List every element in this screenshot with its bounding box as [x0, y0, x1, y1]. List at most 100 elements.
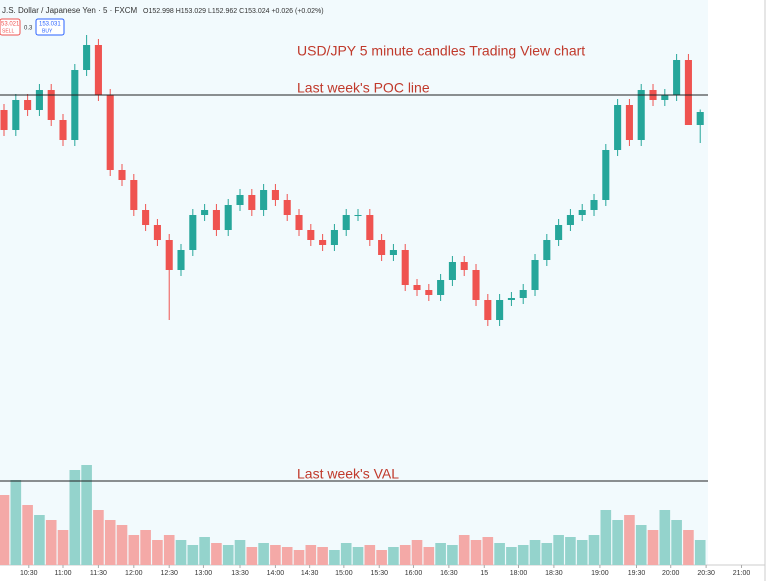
candle-body	[555, 225, 563, 240]
x-tick-label: 15:30	[370, 570, 388, 577]
volume-bar	[458, 535, 470, 565]
volume-bar	[683, 530, 694, 565]
level-label: Last week's POC line	[297, 80, 430, 96]
ohlc-readout: O152.998 H153.029 L152.962 C153.024 +0.0…	[143, 8, 324, 15]
x-tick-label: 14:00	[267, 570, 285, 577]
volume-bar	[175, 540, 187, 565]
volume-bar	[399, 545, 411, 565]
x-tick-label: 21:00	[733, 570, 751, 577]
volume-bar	[152, 540, 163, 565]
volume-bar	[234, 540, 246, 565]
plot	[0, 35, 706, 565]
volume-bar	[22, 505, 33, 565]
candle-body	[24, 100, 32, 110]
candle-body	[236, 195, 244, 205]
candle-body	[389, 250, 397, 255]
x-tick-label: 12:00	[125, 570, 143, 577]
volume-bar	[482, 537, 494, 565]
x-tick-label: 11:30	[90, 570, 107, 577]
buy-button[interactable]	[35, 18, 65, 36]
x-tick-label: 14:30	[301, 570, 319, 577]
x-tick-label: 18:30	[545, 570, 563, 577]
buy-price: 153.031	[39, 22, 61, 28]
volume-bar	[600, 510, 612, 565]
volume-bar	[104, 520, 116, 565]
volume-bar	[0, 495, 10, 565]
candle-body	[307, 230, 315, 240]
candle-body	[118, 170, 126, 180]
volume-bar	[388, 547, 399, 565]
candle-body	[0, 110, 8, 130]
volume-bar	[281, 547, 293, 565]
volume-bar	[45, 520, 57, 565]
x-tick-label: 19:00	[591, 570, 609, 577]
x-tick-label: 10:30	[20, 570, 38, 577]
volume-bar	[576, 540, 588, 565]
volume-bar	[69, 470, 81, 565]
candle-body	[673, 60, 681, 95]
candle-body	[566, 215, 574, 225]
candle-body	[142, 210, 150, 225]
candle-body	[507, 298, 515, 300]
volume-bar	[647, 530, 659, 565]
volume-bar	[246, 547, 258, 565]
candle-body	[401, 250, 409, 285]
x-tick-label: 16:00	[405, 570, 423, 577]
volume-bar	[494, 543, 505, 565]
volume-bar	[435, 543, 446, 565]
candle-body	[153, 225, 161, 240]
candle-body	[519, 290, 527, 298]
candle-body	[437, 280, 445, 295]
candle-body	[330, 230, 338, 245]
chart-title: USD/JPY 5 minute candles Trading View ch…	[297, 43, 585, 59]
candle-body	[637, 90, 645, 140]
volume-bar	[553, 535, 564, 565]
candle-body	[413, 285, 421, 290]
x-tick-label: 19:30	[628, 570, 646, 577]
volume-bar	[305, 545, 317, 565]
volume-bar	[376, 550, 387, 565]
candle-body	[71, 70, 79, 140]
candle-body	[496, 300, 504, 320]
candle-body	[425, 290, 433, 295]
volume-bar	[588, 535, 600, 565]
sell-button[interactable]	[0, 18, 21, 36]
sell-price: 53.021	[1, 22, 20, 28]
candle-body	[83, 45, 91, 70]
candle-body	[106, 95, 114, 170]
candle-body	[212, 210, 220, 230]
candle-body	[578, 210, 586, 215]
candle-body	[448, 262, 456, 280]
volume-bar	[517, 545, 529, 565]
x-tick-label: 18:00	[510, 570, 528, 577]
candle-body	[248, 195, 256, 210]
plot-background	[0, 0, 708, 565]
volume-bar	[140, 530, 151, 565]
candle-body	[625, 105, 633, 140]
candle-body	[224, 205, 232, 230]
volume-bar	[10, 480, 22, 565]
volume-bar	[671, 520, 682, 565]
spread: 0.3	[24, 26, 33, 32]
volume-bar	[93, 510, 104, 565]
volume-bar	[293, 550, 305, 565]
volume-bar	[447, 545, 458, 565]
volume-bar	[222, 545, 234, 565]
volume-bar	[329, 550, 340, 565]
x-tick-label: 15	[480, 570, 488, 577]
volume-bar	[624, 515, 635, 565]
volume-bar	[423, 547, 435, 565]
candle-body	[177, 250, 185, 270]
candle-body	[590, 200, 598, 210]
volume-bar	[506, 547, 517, 565]
volume-bar	[565, 537, 576, 565]
candle-body	[59, 120, 67, 140]
candle-body	[94, 45, 102, 95]
volume-bar	[258, 543, 269, 565]
x-tick-label: 11:00	[55, 570, 72, 577]
x-tick-label: 20:00	[662, 570, 680, 577]
candle-body	[484, 300, 492, 320]
volume-bar	[57, 530, 69, 565]
candle-body	[283, 200, 291, 215]
candle-body	[342, 215, 350, 230]
